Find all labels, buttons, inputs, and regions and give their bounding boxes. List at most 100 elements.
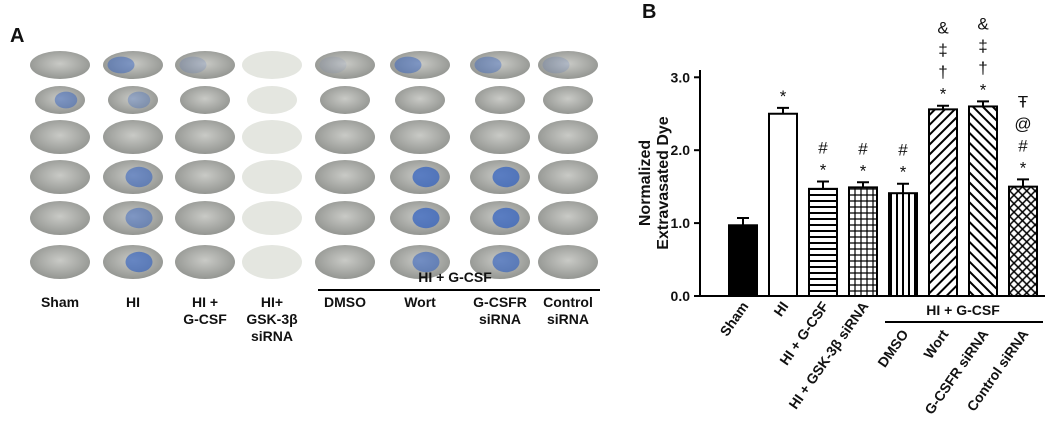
brain-slice — [103, 51, 163, 79]
error-bar — [897, 182, 909, 194]
brain-slice — [175, 160, 235, 194]
column-label: DMSO — [324, 294, 366, 310]
brain-slice — [103, 120, 163, 154]
significance-marker: & — [977, 14, 989, 33]
stain — [319, 56, 347, 74]
x-tick-label: HI — [770, 299, 791, 320]
brain-slice — [242, 160, 302, 194]
y-tick-label: 3.0 — [671, 69, 691, 85]
brain-slice — [180, 86, 230, 114]
brain-slice — [242, 201, 302, 235]
column-label: HI + G-CSF — [183, 294, 227, 327]
column-label: Control siRNA — [543, 294, 593, 327]
stain — [492, 207, 520, 229]
significance-marker: * — [820, 161, 827, 180]
bar — [728, 224, 758, 297]
stain — [125, 207, 153, 229]
brain-slice — [543, 86, 593, 114]
stain — [125, 166, 153, 188]
error-bar — [737, 216, 749, 226]
significance-marker: # — [1018, 136, 1028, 155]
brain-slice — [30, 51, 90, 79]
stain — [394, 56, 422, 74]
bar — [888, 192, 918, 297]
y-tick-label: 1.0 — [671, 215, 691, 231]
significance-marker: † — [938, 63, 947, 82]
brain-slice — [242, 245, 302, 279]
brain-slice — [315, 120, 375, 154]
group-label: HI + G-CSF — [926, 302, 1000, 318]
x-tick-label: DMSO — [874, 326, 911, 370]
significance-marker: ‡ — [938, 41, 947, 60]
y-tick-label: 0.0 — [671, 288, 691, 304]
column-label: G-CSFR siRNA — [473, 294, 527, 327]
y-tick-label: 2.0 — [671, 142, 691, 158]
y-axis-label: Normalized — [637, 140, 654, 226]
brain-slice — [315, 245, 375, 279]
brain-slice — [242, 51, 302, 79]
stain — [412, 166, 440, 188]
bar — [768, 112, 798, 298]
significance-marker: * — [900, 163, 907, 182]
stain — [107, 56, 135, 74]
brain-slice — [103, 201, 163, 235]
brain-slice — [315, 201, 375, 235]
brain-slice — [390, 120, 450, 154]
column-label: HI — [126, 294, 140, 310]
brain-slice — [390, 51, 450, 79]
stain — [492, 251, 520, 273]
brain-slice — [175, 120, 235, 154]
brain-slice — [247, 86, 297, 114]
significance-marker: * — [1020, 158, 1027, 177]
stain — [474, 56, 502, 74]
column-label: HI+ GSK-3β siRNA — [246, 294, 298, 344]
bar — [968, 105, 998, 297]
stain — [125, 251, 153, 273]
brain-slice — [538, 120, 598, 154]
brain-slice — [470, 51, 530, 79]
significance-marker: † — [978, 58, 987, 77]
significance-marker: * — [780, 87, 787, 106]
stain — [54, 91, 78, 109]
stain — [127, 91, 151, 109]
y-axis-label: Extravasated Dye — [655, 116, 672, 250]
x-tick-label: HI + GSK-3β siRNA — [785, 299, 871, 412]
significance-marker: # — [898, 141, 908, 160]
x-tick-label: Wort — [920, 326, 951, 361]
x-tick-label: Sham — [716, 299, 751, 339]
brain-slice — [315, 160, 375, 194]
brain-photos — [30, 51, 598, 279]
brain-slice — [30, 120, 90, 154]
error-bar — [977, 100, 989, 107]
brain-slice — [242, 120, 302, 154]
error-bar — [777, 106, 789, 114]
significance-marker: & — [937, 19, 949, 38]
brain-slice — [35, 86, 85, 114]
significance-marker: ‡ — [978, 36, 987, 55]
brain-slice — [30, 201, 90, 235]
error-bar — [937, 104, 949, 110]
brain-slice — [315, 51, 375, 79]
panel-label: B — [642, 1, 656, 23]
brain-slice — [538, 51, 598, 79]
brain-slice — [175, 51, 235, 79]
column-label: Wort — [404, 294, 436, 310]
brain-slice — [108, 86, 158, 114]
stain — [179, 56, 207, 74]
brain-slice — [395, 86, 445, 114]
stain — [542, 56, 570, 74]
brain-slice — [475, 86, 525, 114]
brain-slice — [30, 245, 90, 279]
brain-slice — [175, 245, 235, 279]
error-bar — [857, 181, 869, 188]
significance-marker: # — [858, 139, 868, 158]
significance-marker: * — [940, 85, 947, 104]
stain — [412, 251, 440, 273]
error-bar — [1017, 178, 1029, 187]
group-label: HI + G-CSF — [418, 269, 492, 285]
significance-marker: # — [818, 139, 828, 158]
significance-marker: * — [860, 161, 867, 180]
stain — [412, 207, 440, 229]
bar — [928, 108, 958, 298]
